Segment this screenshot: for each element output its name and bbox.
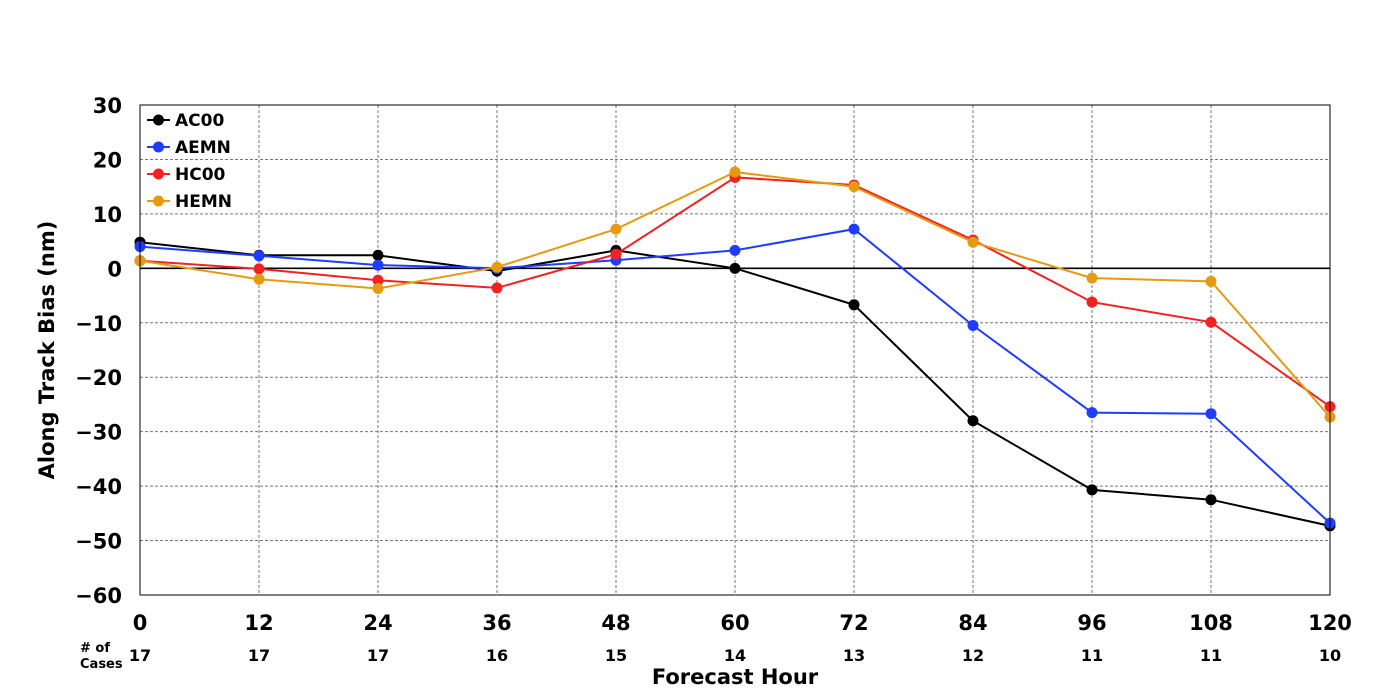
- case-count: 11: [1081, 646, 1103, 665]
- data-point: [372, 282, 384, 294]
- x-tick-label: 72: [839, 611, 868, 635]
- data-point: [848, 181, 860, 193]
- case-count: 12: [962, 646, 984, 665]
- case-count: 11: [1200, 646, 1222, 665]
- case-count: 10: [1319, 646, 1341, 665]
- data-point: [1205, 275, 1217, 287]
- y-tick-label: −60: [75, 584, 122, 608]
- legend-label: AC00: [175, 111, 224, 131]
- data-point: [372, 249, 384, 261]
- x-tick-label: 48: [601, 611, 630, 635]
- data-point: [1205, 316, 1217, 328]
- data-point: [967, 236, 979, 248]
- x-tick-label: 0: [133, 611, 148, 635]
- y-tick-label: −10: [75, 312, 122, 336]
- cases-label-line1: # of: [80, 641, 110, 656]
- data-point: [1086, 296, 1098, 308]
- y-tick-label: 30: [93, 94, 122, 118]
- legend-marker: [153, 114, 164, 126]
- legend-label: AEMN: [175, 138, 231, 158]
- x-tick-label: 24: [363, 611, 392, 635]
- x-tick-label: 120: [1308, 611, 1352, 635]
- case-count: 17: [129, 646, 151, 665]
- x-tick-label: 12: [244, 611, 273, 635]
- x-tick-label: 60: [720, 611, 749, 635]
- y-axis-label: Along Track Bias (nm): [35, 221, 59, 480]
- legend-marker: [153, 168, 164, 180]
- data-point: [729, 244, 741, 256]
- data-point: [1205, 494, 1217, 506]
- series-hemn: [134, 166, 1336, 423]
- data-point: [1086, 272, 1098, 284]
- data-point: [729, 262, 741, 274]
- legend-label: HC00: [175, 165, 226, 185]
- data-point: [848, 299, 860, 311]
- data-point: [967, 320, 979, 331]
- legend-label: HEMN: [175, 192, 232, 212]
- y-axis-ticks: 30 20 10 0 −10 −20 −30 −40 −50 −60: [75, 94, 122, 608]
- data-point: [372, 274, 384, 286]
- y-tick-label: −40: [75, 475, 122, 499]
- x-axis-ticks: 0 12 24 36 48 60 72 84 96 108 120: [133, 611, 1352, 635]
- legend-marker: [153, 195, 164, 207]
- data-point: [610, 223, 622, 235]
- data-point: [1086, 407, 1098, 419]
- x-tick-label: 96: [1077, 611, 1106, 635]
- y-tick-label: −30: [75, 421, 122, 445]
- data-point: [372, 259, 384, 271]
- legend-item-hc00: HC00: [147, 165, 226, 185]
- case-count: 17: [248, 646, 270, 665]
- series-layer: [134, 166, 1336, 532]
- legend: AC00 AEMN HC00 HEMN: [147, 111, 232, 212]
- legend-item-hemn: HEMN: [147, 192, 232, 212]
- y-tick-label: −20: [75, 366, 122, 390]
- data-point: [253, 250, 265, 262]
- x-tick-label: 84: [958, 611, 987, 635]
- x-tick-label: 36: [482, 611, 511, 635]
- plot-area-frame: [139, 104, 1331, 596]
- legend-item-aemn: AEMN: [147, 138, 231, 158]
- data-point: [253, 263, 265, 275]
- data-point: [1205, 408, 1217, 420]
- case-count: 15: [605, 646, 627, 665]
- data-point: [610, 248, 622, 260]
- case-count: 14: [724, 646, 746, 665]
- data-point: [1086, 484, 1098, 496]
- y-tick-label: 10: [93, 203, 122, 227]
- data-point: [491, 282, 503, 294]
- cases-row: # of Cases 17 17 17 16 15 14 13 12 11 11 10: [80, 641, 1341, 672]
- data-point: [491, 261, 503, 273]
- cases-label-line2: Cases: [80, 657, 123, 672]
- legend-marker: [153, 141, 164, 153]
- y-tick-label: 20: [93, 148, 122, 172]
- data-point: [253, 273, 265, 285]
- data-point: [848, 223, 860, 235]
- y-tick-label: 0: [107, 257, 122, 281]
- legend-item-ac00: AC00: [147, 111, 224, 131]
- x-axis-label: Forecast Hour: [652, 665, 819, 689]
- case-count: 13: [843, 646, 865, 665]
- y-tick-label: −50: [75, 530, 122, 554]
- grid: [140, 105, 1330, 595]
- case-count: 17: [367, 646, 389, 665]
- data-point: [729, 166, 741, 178]
- data-point: [967, 415, 979, 427]
- case-count: 16: [486, 646, 508, 665]
- x-tick-label: 108: [1189, 611, 1233, 635]
